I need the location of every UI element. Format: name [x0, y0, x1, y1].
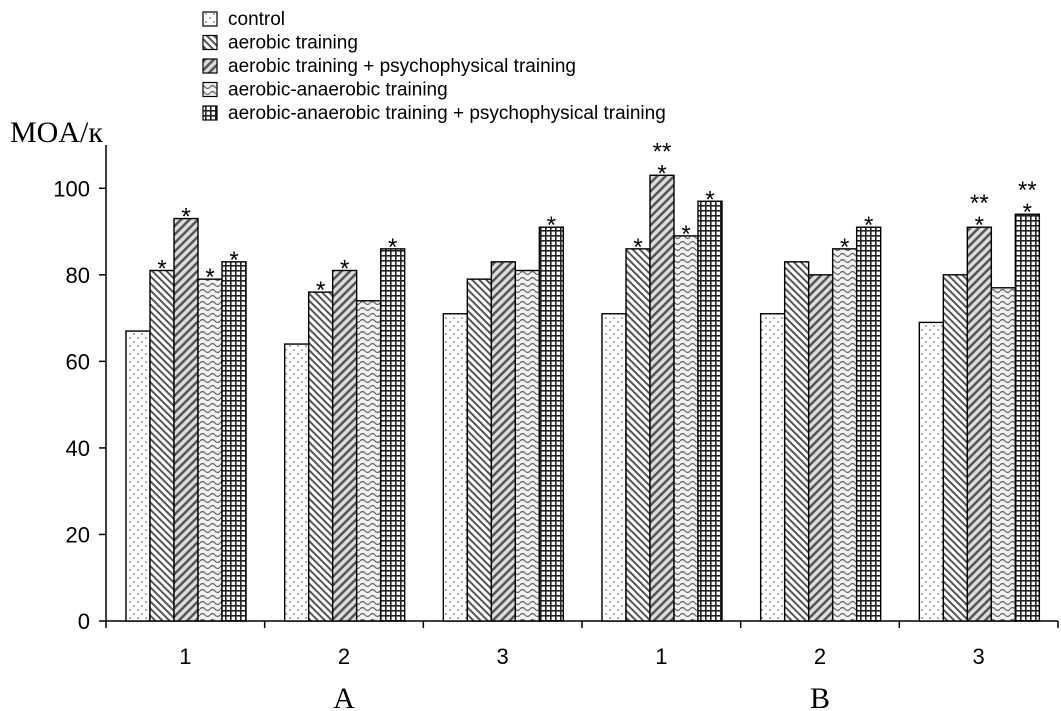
bar	[918, 321, 945, 622]
x-tick-label: 3	[973, 644, 985, 669]
bar	[625, 248, 651, 622]
bar	[1014, 213, 1041, 622]
significance-mark: **	[970, 190, 989, 217]
bar	[601, 313, 627, 622]
bar	[173, 217, 199, 622]
y-tick-label: 80	[66, 263, 90, 288]
significance-mark: *	[840, 234, 849, 261]
x-tick-label: 3	[497, 644, 509, 669]
bar	[649, 174, 675, 622]
bar	[514, 269, 541, 622]
significance-mark: *	[157, 255, 166, 282]
bar	[673, 235, 699, 622]
x-tick-label: 1	[655, 644, 667, 669]
bar	[442, 313, 469, 622]
legend-swatch	[202, 105, 218, 121]
bar	[283, 343, 310, 622]
bar	[855, 226, 882, 622]
y-tick-label: 20	[66, 522, 90, 547]
significance-mark: *	[181, 204, 190, 231]
significance-mark: **	[1018, 177, 1037, 204]
significance-mark: *	[681, 221, 690, 248]
bar	[149, 269, 175, 622]
significance-mark: *	[1023, 199, 1032, 226]
bar	[355, 300, 382, 622]
bar	[942, 274, 969, 622]
bar	[538, 226, 565, 622]
bar	[490, 261, 517, 622]
legend-swatch	[202, 34, 218, 51]
legend-swatch	[202, 58, 218, 74]
legend-label: aerobic training	[228, 33, 358, 54]
significance-marks: ************* ** *******	[157, 138, 1036, 304]
legend-swatch	[202, 11, 218, 27]
significance-mark: *	[657, 160, 666, 187]
significance-mark: *	[205, 264, 214, 291]
axes: 0 20 40 60 80 100	[53, 145, 1059, 634]
bars	[125, 174, 1041, 622]
significance-mark: **	[653, 138, 672, 165]
bar	[466, 278, 493, 622]
legend-label: control	[228, 9, 285, 30]
y-axis-label: MOA/к	[10, 116, 103, 149]
y-tick-label: 60	[66, 349, 90, 374]
legend-label: aerobic-anaerobic training + psychophysi…	[228, 103, 666, 124]
significance-mark: *	[975, 212, 984, 239]
bar	[331, 269, 358, 622]
bar	[379, 248, 406, 622]
y-tick-label: 0	[78, 609, 90, 634]
significance-mark: *	[705, 186, 714, 213]
significance-mark: *	[864, 212, 873, 239]
significance-mark: *	[633, 234, 642, 261]
y-tick-label: 100	[53, 176, 90, 201]
bar	[307, 291, 334, 622]
legend-swatch	[202, 81, 218, 98]
group-label: B	[810, 682, 830, 711]
significance-mark: *	[340, 255, 349, 282]
x-tick-label: 2	[814, 644, 826, 669]
legend-label: aerobic-anaerobic training	[228, 80, 448, 101]
bar	[697, 200, 723, 622]
bar	[759, 313, 786, 622]
significance-mark: *	[547, 212, 556, 239]
significance-mark: *	[316, 277, 325, 304]
x-axis-labels: 1 2 3 1 2 3 A B	[179, 644, 985, 711]
bar	[197, 278, 223, 622]
bar	[807, 274, 834, 622]
bar	[966, 226, 993, 622]
significance-mark: *	[388, 234, 397, 261]
bar	[125, 330, 151, 622]
bar	[221, 261, 247, 622]
significance-mark: *	[229, 247, 238, 274]
group-label: A	[333, 682, 355, 711]
bar	[831, 248, 858, 622]
x-tick-label: 1	[179, 644, 191, 669]
x-tick-label: 2	[338, 644, 350, 669]
bar	[990, 287, 1017, 622]
y-tick-label: 40	[66, 436, 90, 461]
legend-label: aerobic training + psychophysical traini…	[228, 56, 576, 77]
bar	[783, 261, 810, 622]
